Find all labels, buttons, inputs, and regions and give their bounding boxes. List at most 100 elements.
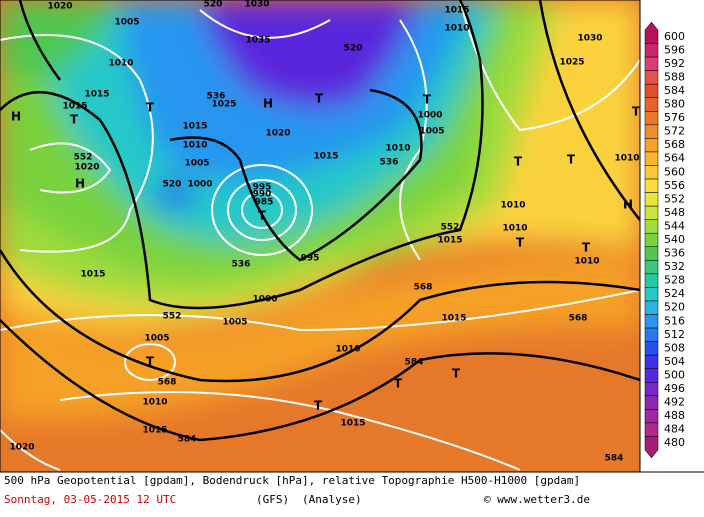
legend-label: 572 [664, 125, 685, 138]
map-label: T [516, 236, 525, 250]
legend-label: 596 [664, 43, 685, 56]
map-label: 1010 [574, 257, 599, 267]
map-label: 1005 [144, 334, 169, 344]
legend-label: 508 [664, 341, 685, 354]
map-label: 568 [569, 314, 588, 324]
map-label: 1005 [419, 127, 444, 137]
map-label: T [452, 367, 461, 381]
map-label: 1015 [182, 122, 207, 132]
legend-label: 584 [664, 84, 685, 97]
legend-label: 520 [664, 301, 685, 314]
legend-label: 568 [664, 138, 685, 151]
map-label: 1005 [184, 159, 209, 169]
legend-cell [644, 138, 659, 153]
map-label: 520 [163, 180, 182, 190]
legend-cell [644, 341, 659, 356]
map-label: 1020 [9, 443, 34, 453]
legend-cell [644, 70, 659, 85]
map-label: 1025 [559, 58, 584, 68]
legend-cell [644, 273, 659, 288]
legend-label: 556 [664, 179, 685, 192]
legend-label: 480 [664, 436, 685, 449]
map-label: T [423, 93, 432, 107]
map-label: 1000 [187, 180, 212, 190]
legend-label: 580 [664, 98, 685, 111]
map-label: H [11, 110, 21, 124]
legend-cell [644, 260, 659, 275]
map-label: 995 [253, 183, 272, 193]
map-label: 552 [74, 153, 93, 163]
legend-cell [644, 97, 659, 112]
map-label: 536 [380, 158, 399, 168]
map-label: 1025 [211, 100, 236, 110]
map-label: T [315, 92, 324, 106]
map-label: 568 [414, 283, 433, 293]
footer-run: (Analyse) [302, 493, 362, 506]
legend-cell [644, 436, 659, 459]
legend-cell [644, 409, 659, 424]
map-label: T [146, 101, 155, 115]
legend-label: 504 [664, 355, 685, 368]
legend-label: 592 [664, 57, 685, 70]
legend-label: 600 [664, 30, 685, 43]
map-label: 1030 [577, 34, 602, 44]
map-label: 1015 [444, 6, 469, 16]
map-label: 1000 [417, 111, 442, 121]
map-label: 1000 [252, 295, 277, 305]
map-label: 1010 [142, 398, 167, 408]
legend-cell [644, 300, 659, 315]
legend-cell [644, 205, 659, 220]
map-label: 536 [232, 260, 251, 270]
map-label: T [567, 153, 576, 167]
map-label: 536 [207, 92, 226, 102]
map-label: T [632, 105, 641, 119]
legend-label: 528 [664, 274, 685, 287]
legend-label: 500 [664, 368, 685, 381]
map-label: 1015 [340, 419, 365, 429]
map-field [0, 0, 640, 472]
map-label: T [514, 155, 523, 169]
legend-label: 548 [664, 206, 685, 219]
map-label: 1005 [222, 318, 247, 328]
legend-label: 496 [664, 382, 685, 395]
map-label: 584 [405, 358, 424, 368]
legend-label: 588 [664, 70, 685, 83]
legend-cell [644, 178, 659, 193]
map-label: T [146, 355, 155, 369]
map-label: 1010 [500, 201, 525, 211]
legend-cell [644, 395, 659, 410]
map-label: 552 [441, 223, 460, 233]
map-label: 1015 [437, 236, 462, 246]
legend-label: 512 [664, 328, 685, 341]
map-label: 995 [301, 254, 320, 264]
map-label: 1015 [441, 314, 466, 324]
map-label: 568 [158, 378, 177, 388]
map-label: T [582, 241, 591, 255]
legend-cell [644, 368, 659, 383]
map-label: 1030 [244, 0, 269, 10]
map-label: 1020 [74, 163, 99, 173]
legend-label: 536 [664, 247, 685, 260]
legend-cell [644, 111, 659, 126]
legend-label: 576 [664, 111, 685, 124]
map-label: 1010 [614, 154, 639, 164]
footer-title: 500 hPa Geopotential [gpdam], Bodendruck… [4, 474, 580, 487]
map-label: 1035 [245, 36, 270, 46]
legend-label: 524 [664, 287, 685, 300]
legend-cell [644, 165, 659, 180]
map-label: 990 [253, 190, 272, 200]
legend-cell [644, 246, 659, 261]
legend-cell [644, 314, 659, 329]
footer-date: Sonntag, 03-05-2015 12 UTC [4, 493, 176, 506]
legend-label: 560 [664, 165, 685, 178]
map-label: 1005 [114, 18, 139, 28]
legend-cell [644, 21, 659, 44]
map-label: 584 [178, 435, 197, 445]
legend-label: 484 [664, 423, 685, 436]
legend-label: 532 [664, 260, 685, 273]
map-label: 1010 [335, 345, 360, 355]
map-label: 1015 [313, 152, 338, 162]
map-label: 985 [255, 198, 274, 208]
legend-cell [644, 287, 659, 302]
